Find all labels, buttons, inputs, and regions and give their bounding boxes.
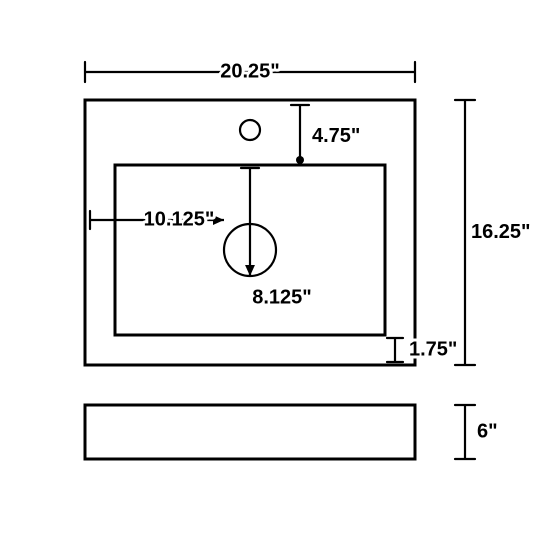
dimension-label: 10.125"10.125" [144,208,215,230]
dimension-label: 16.25"16.25" [471,221,531,243]
svg-text:8.125": 8.125" [252,286,312,308]
faucet-hole [240,120,260,140]
svg-text:1.75": 1.75" [409,338,457,360]
dimension-label: 6"6" [477,420,498,442]
dimension-label: 20.25"20.25" [220,60,280,82]
dimension-label: 4.75"4.75" [312,125,360,147]
svg-text:4.75": 4.75" [312,125,360,147]
svg-text:6": 6" [477,420,498,442]
svg-text:16.25": 16.25" [471,221,531,243]
dimension-label: 1.75"1.75" [409,338,457,360]
svg-text:20.25": 20.25" [220,60,280,82]
dimension-label: 8.125"8.125" [252,286,312,308]
sink-dimension-diagram: 20.25"20.25" 16.25"16.25" 4.75"4.75" 10.125… [0,0,550,550]
svg-text:10.125": 10.125" [144,208,215,230]
sink-side-rect [85,405,415,459]
